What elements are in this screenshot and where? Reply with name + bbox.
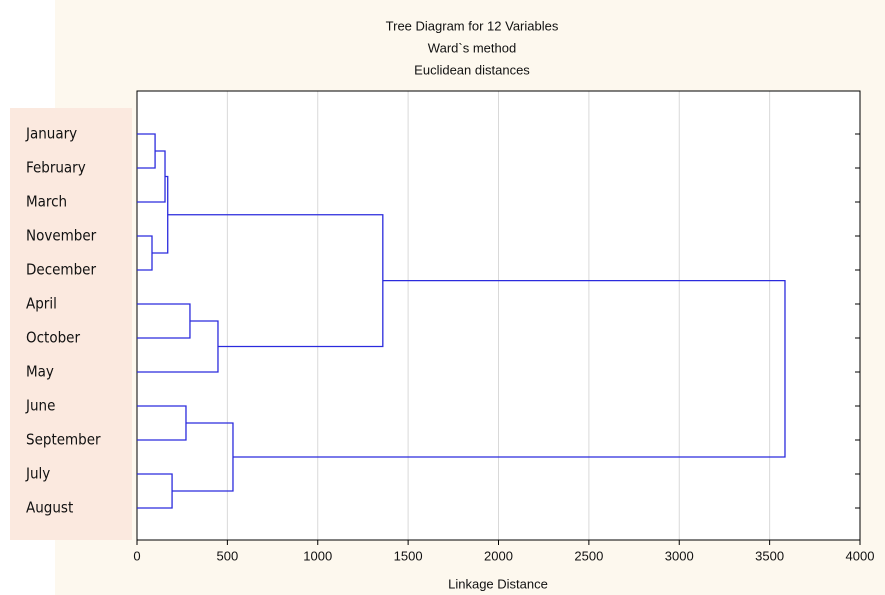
leaf-label: August [26,499,73,517]
leaf-label: February [26,159,86,177]
x-tick-label: 500 [217,548,239,563]
leaf-label: October [26,329,80,347]
dendrogram-link [137,235,153,271]
x-tick-label: 1500 [394,548,423,563]
dendrogram-link [137,405,187,441]
leaf-label: May [26,363,54,381]
plot-border [136,90,861,541]
dendrogram-link [172,422,234,492]
x-tick-label: 2000 [484,548,513,563]
x-axis-label: Linkage Distance [448,576,548,591]
leaf-label: September [26,431,101,449]
leaf-label: June [25,397,55,415]
chart-subtitle: Ward`s method [428,40,516,55]
dendrogram-link [137,150,166,203]
leaf-label: December [26,261,96,279]
label-panel [10,108,132,540]
leaf-label: November [26,227,97,245]
dendrogram-link [152,175,169,254]
chart-title: Tree Diagram for 12 Variables [386,18,559,33]
x-tick-label: 3500 [755,548,784,563]
x-tick-label: 0 [133,548,140,563]
leaf-label: January [25,125,77,143]
x-tick-label: 2500 [574,548,603,563]
x-tick-label: 3000 [665,548,694,563]
leaf-label: July [25,465,50,483]
leaf-label: March [26,193,67,211]
x-tick-label: 1000 [303,548,332,563]
x-tick-label: 4000 [846,548,875,563]
dendrogram-link [232,279,786,458]
leaf-label: April [26,295,57,313]
chart-subtitle: Euclidean distances [414,62,530,77]
